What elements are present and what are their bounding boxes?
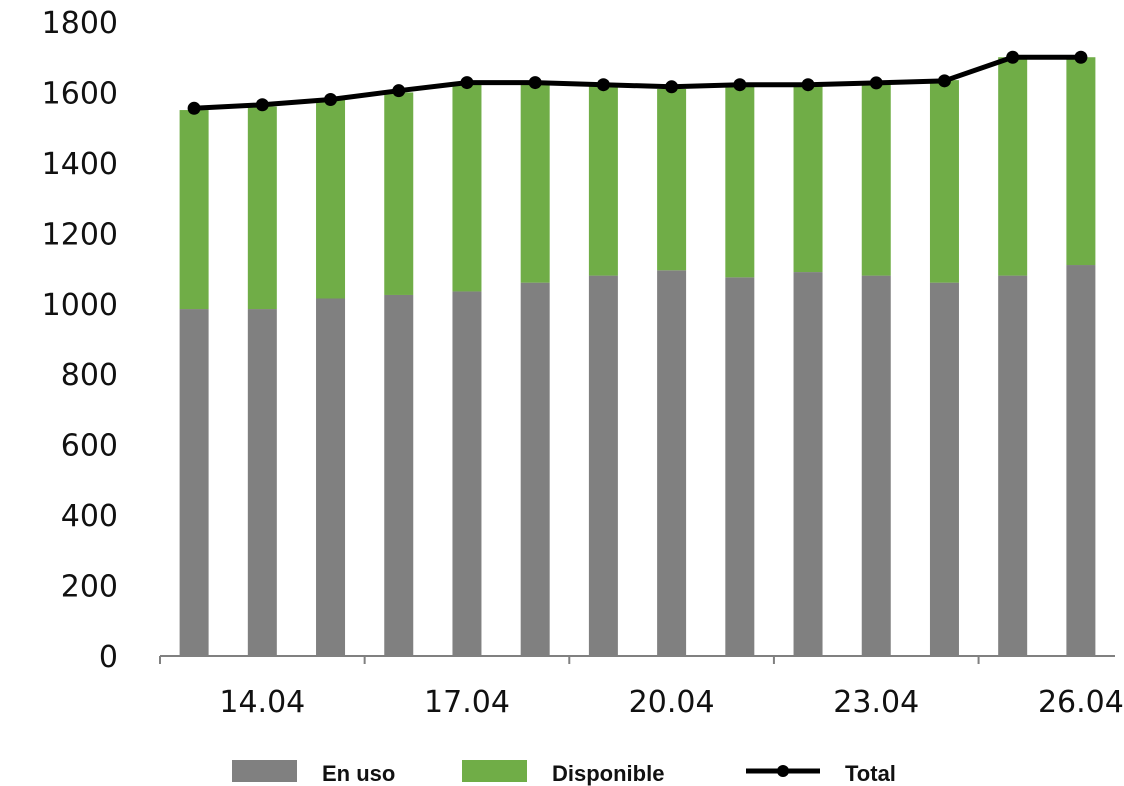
legend-swatch-total-marker [777,765,789,777]
bar-disponible [316,99,346,299]
total-line-group [187,50,1088,115]
y-tick-label: 1200 [42,217,118,252]
bar-en-uso [998,275,1028,656]
total-point [324,92,338,106]
total-point [528,76,542,90]
bar-disponible [179,110,209,310]
total-point [392,84,406,98]
bar-disponible [1066,57,1096,266]
total-point [801,78,815,92]
bar-en-uso [657,270,687,656]
bar-en-uso [861,275,891,656]
bar-en-uso [452,291,482,656]
x-tick-label: 17.04 [424,685,510,720]
bar-en-uso [179,309,209,656]
bar-en-uso [247,309,277,656]
bar-disponible [929,80,959,283]
bar-disponible [725,85,755,278]
bar-en-uso [316,298,346,656]
legend-label-en-uso: En uso [322,761,395,786]
bars-group [179,57,1096,656]
legend-swatch-disponible [462,760,527,782]
y-tick-label: 200 [61,570,118,605]
legend-label-disponible: Disponible [552,761,664,786]
bar-en-uso [1066,265,1096,656]
total-point [869,76,883,90]
x-axis-tick-labels: 14.04 17.04 20.04 23.04 26.04 [219,685,1123,720]
x-tick-label: 20.04 [629,685,715,720]
legend: En uso Disponible Total [232,760,896,786]
x-tick-label: 23.04 [833,685,919,720]
bar-disponible [384,92,414,295]
bar-disponible [793,85,823,273]
total-point [460,76,474,90]
total-point [596,78,610,92]
total-point [1006,50,1020,64]
y-tick-label: 1800 [42,6,118,41]
bar-disponible [588,85,618,276]
total-point [665,80,679,94]
total-point [187,101,201,115]
y-tick-label: 1400 [42,147,118,182]
bar-disponible [452,83,482,292]
y-tick-label: 1000 [42,288,118,323]
y-tick-label: 400 [61,499,118,534]
total-line [193,54,1081,111]
legend-label-total: Total [845,761,896,786]
y-tick-label: 600 [61,429,118,464]
x-tick-label: 26.04 [1038,685,1124,720]
bar-en-uso [929,282,959,656]
y-tick-label: 0 [99,640,118,675]
legend-swatch-en-uso [232,760,297,782]
bar-en-uso [793,272,823,656]
y-tick-label: 1600 [42,76,118,111]
y-tick-label: 800 [61,358,118,393]
total-point [937,74,951,88]
bar-en-uso [588,275,618,656]
bar-disponible [657,88,687,271]
bar-en-uso [725,277,755,656]
bar-en-uso [384,294,414,656]
bar-disponible [247,106,277,310]
bar-disponible [861,83,891,276]
total-point [255,98,269,112]
bar-disponible [998,57,1028,276]
x-axis [159,655,1115,664]
bar-disponible [520,83,550,283]
x-tick-label: 14.04 [219,685,305,720]
bar-en-uso [520,282,550,656]
y-axis-tick-labels: 0 200 400 600 800 1000 1200 1400 1600 1800 [42,6,118,675]
total-point [733,78,747,92]
total-point [1074,50,1088,64]
